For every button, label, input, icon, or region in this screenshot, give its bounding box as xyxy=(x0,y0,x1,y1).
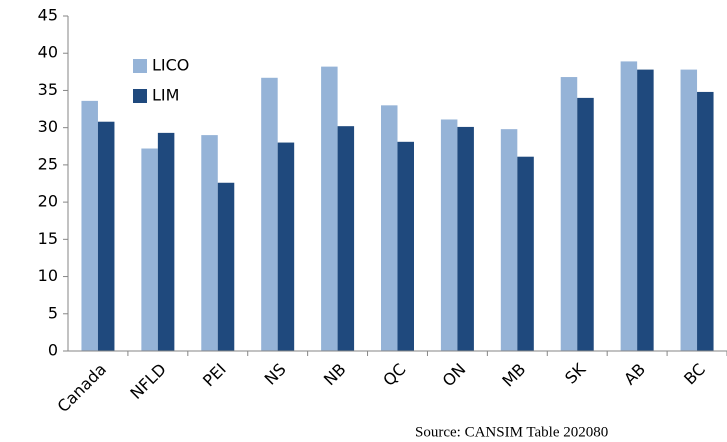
bar xyxy=(157,132,175,351)
bar xyxy=(560,77,578,352)
bar xyxy=(381,105,398,351)
source-note: Source: CANSIM Table 202080 xyxy=(415,424,608,440)
x-tick-label: QC xyxy=(379,360,409,390)
bar xyxy=(217,182,235,351)
bar xyxy=(97,121,115,351)
legend-label: LIM xyxy=(152,86,179,105)
x-tick-label: NFLD xyxy=(126,360,169,403)
bar xyxy=(680,69,698,351)
y-tick-label: 0 xyxy=(48,341,58,360)
bar xyxy=(141,148,158,351)
bar xyxy=(277,142,295,351)
y-tick-label: 40 xyxy=(38,43,58,62)
x-tick-label: SK xyxy=(561,359,589,387)
bar xyxy=(81,100,98,351)
bar xyxy=(577,97,594,351)
y-tick-label: 45 xyxy=(38,6,58,25)
y-tick-label: 25 xyxy=(38,154,58,173)
bar xyxy=(261,77,278,352)
x-tick-label: AB xyxy=(620,360,649,389)
y-tick-label: 15 xyxy=(38,229,58,248)
legend-swatch xyxy=(133,59,147,73)
bar xyxy=(321,66,338,351)
x-tick-label: NB xyxy=(320,360,350,390)
bar xyxy=(201,135,218,351)
bar xyxy=(637,69,654,351)
y-tick-label: 35 xyxy=(38,80,58,99)
bar xyxy=(620,61,638,352)
legend-swatch xyxy=(133,89,147,103)
x-tick-label: NS xyxy=(261,360,290,389)
y-tick-label: 10 xyxy=(38,266,58,285)
x-tick-label: BC xyxy=(680,360,709,389)
x-tick-label: Canada xyxy=(53,360,109,416)
bar xyxy=(500,129,518,351)
x-tick-label: PEI xyxy=(199,360,230,391)
x-tick-label: ON xyxy=(439,360,470,391)
bar xyxy=(397,141,414,351)
x-tick-label: MB xyxy=(498,360,529,391)
y-tick-label: 30 xyxy=(38,117,58,136)
bar xyxy=(440,119,458,351)
bar xyxy=(337,126,355,351)
y-tick-label: 5 xyxy=(48,303,58,322)
bar xyxy=(697,91,714,351)
bar xyxy=(457,126,474,351)
legend-label: LICO xyxy=(152,56,189,75)
bar xyxy=(517,156,534,351)
y-tick-label: 20 xyxy=(38,192,58,211)
